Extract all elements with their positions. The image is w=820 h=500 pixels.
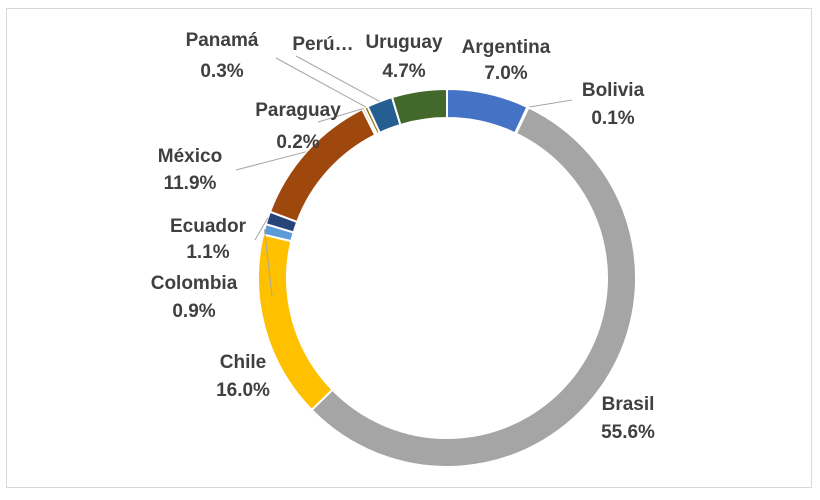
slice-label: Ecuador xyxy=(170,216,247,237)
slice-label: Argentina xyxy=(462,37,551,58)
slice-label: Panamá xyxy=(186,30,259,51)
value-label: 16.0% xyxy=(216,380,270,401)
leader-line xyxy=(254,217,269,241)
value-label: 0.1% xyxy=(591,108,634,129)
slice-label: Perú… xyxy=(292,34,353,55)
leader-line xyxy=(275,57,367,108)
slice-label: Chile xyxy=(220,352,266,373)
value-label: 55.6% xyxy=(601,422,655,443)
value-label: 1.1% xyxy=(186,242,229,263)
leader-line xyxy=(527,99,573,108)
leader-line xyxy=(235,151,307,171)
donut-slice xyxy=(390,87,448,127)
slice-label: Paraguay xyxy=(255,100,341,121)
value-label: 0.2% xyxy=(276,132,319,153)
value-label: 4.7% xyxy=(382,61,425,82)
slice-label: Colombia xyxy=(151,273,238,294)
slice-label: Bolivia xyxy=(582,80,645,101)
value-label: 0.9% xyxy=(172,301,215,322)
slice-label: Brasil xyxy=(602,394,655,415)
chart-frame xyxy=(6,8,812,488)
leader-line xyxy=(317,108,364,123)
slice-label: México xyxy=(158,146,222,167)
value-label: 0.3% xyxy=(200,61,243,82)
leader-line xyxy=(263,229,273,297)
value-label: 11.9% xyxy=(164,173,217,194)
leader-line xyxy=(295,55,380,102)
slice-label: Uruguay xyxy=(365,32,443,53)
value-label: 7.0% xyxy=(484,63,527,84)
